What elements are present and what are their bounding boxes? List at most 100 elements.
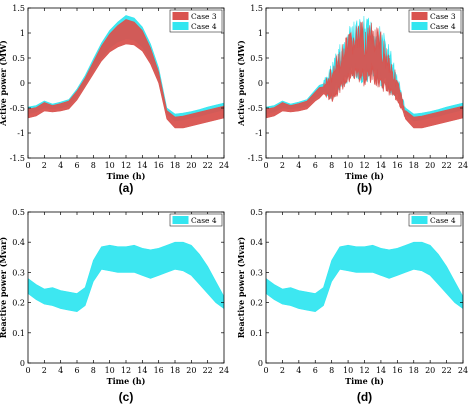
y-tick-label: -1.5: [248, 154, 263, 163]
y-tick-label: 0: [258, 79, 263, 88]
x-tick-label: 4: [58, 161, 63, 170]
x-tick-label: 20: [425, 161, 435, 170]
x-tick-label: 22: [203, 366, 213, 375]
legend-swatch: [411, 22, 428, 30]
y-tick-label: 0: [20, 79, 25, 88]
x-tick-label: 12: [121, 161, 131, 170]
y-tick-label: 0.5: [250, 54, 263, 63]
series-band-case-3: [266, 21, 463, 129]
legend-swatch: [411, 12, 428, 20]
chart-panel-2: 0 2 4 6 8 10 12 14 16 18 20 22 24-1.5-1-0.500.511.5T…: [236, 4, 468, 195]
x-tick-label: 2: [280, 366, 285, 375]
y-axis-label: Active power (MW): [236, 40, 246, 127]
x-tick-label: 4: [58, 366, 63, 375]
y-tick-label: 1: [20, 29, 25, 38]
legend-swatch: [172, 216, 189, 224]
y-axis-label: Active power (MW): [0, 40, 8, 127]
plot-background: [28, 212, 224, 363]
x-tick-label: 4: [296, 366, 301, 375]
legend: Case 4: [408, 213, 462, 227]
y-tick-label: -1.5: [10, 154, 25, 163]
x-tick-label: 14: [376, 161, 386, 170]
y-tick-label: -1: [17, 129, 25, 138]
y-tick-label: 0.5: [12, 54, 25, 63]
x-tick-label: 12: [121, 366, 131, 375]
plot-background: [266, 212, 463, 363]
legend-entry-label: Case 4: [191, 22, 217, 31]
y-axis-label: Reactive power (Mvar): [0, 237, 8, 339]
series-band-case-4: [28, 241, 224, 312]
x-tick-label: 10: [343, 366, 353, 375]
x-tick-label: 20: [425, 366, 435, 375]
panel-label: (a): [119, 181, 134, 195]
x-tick-label: 6: [313, 366, 318, 375]
x-tick-label: 2: [42, 366, 47, 375]
x-tick-label: 24: [458, 366, 468, 375]
x-tick-label: 24: [458, 161, 468, 170]
y-tick-label: 1: [258, 29, 263, 38]
x-tick-label: 4: [296, 161, 301, 170]
x-tick-label: 20: [186, 366, 196, 375]
y-tick-label: 0.4: [12, 238, 25, 247]
x-tick-label: 6: [313, 161, 318, 170]
legend-entry-label: Case 3: [191, 12, 217, 21]
legend: Case 4: [169, 213, 223, 227]
x-tick-label: 16: [154, 161, 164, 170]
x-axis-label: Time (h): [345, 376, 384, 386]
y-axis-label: Reactive power (Mvar): [236, 237, 246, 339]
y-tick-label: 0.2: [250, 299, 263, 308]
legend-entry-label: Case 3: [430, 12, 456, 21]
chart-panel-1: 0 2 4 6 8 10 12 14 16 18 20 22 24-1.5-1-0.500.511.5T…: [0, 4, 229, 195]
x-tick-label: 18: [409, 366, 419, 375]
x-axis-label: Time (h): [345, 171, 384, 181]
x-tick-label: 6: [74, 161, 79, 170]
legend-swatch: [172, 12, 189, 20]
x-axis-label: Time (h): [107, 171, 146, 181]
x-tick-label: 0: [263, 366, 268, 375]
y-tick-label: 0.5: [250, 208, 263, 217]
x-tick-label: 2: [42, 161, 47, 170]
x-tick-label: 18: [409, 161, 419, 170]
x-axis-label: Time (h): [107, 376, 146, 386]
x-tick-label: 12: [359, 366, 369, 375]
x-tick-label: 24: [219, 161, 229, 170]
y-tick-label: 0.5: [12, 208, 25, 217]
x-tick-label: 8: [91, 366, 96, 375]
x-tick-label: 2: [280, 161, 285, 170]
y-tick-label: -0.5: [248, 104, 263, 113]
x-tick-label: 16: [392, 366, 402, 375]
plot-area: [266, 15, 463, 129]
y-tick-label: 0.1: [12, 329, 25, 338]
y-tick-label: 0.3: [12, 268, 25, 277]
x-tick-label: 10: [105, 161, 115, 170]
x-tick-label: 18: [170, 366, 180, 375]
chart-panel-4: 0 2 4 6 8 10 12 14 16 18 20 22 2400.10.20.30.40.5Tim…: [236, 208, 468, 404]
x-tick-label: 18: [170, 161, 180, 170]
x-tick-label: 0: [25, 366, 30, 375]
y-tick-label: -1: [255, 129, 263, 138]
x-tick-label: 8: [91, 161, 96, 170]
x-tick-label: 22: [203, 161, 213, 170]
x-tick-label: 14: [376, 366, 386, 375]
chart-panel-3: 0 2 4 6 8 10 12 14 16 18 20 22 2400.10.20.30.40.5Tim…: [0, 208, 229, 404]
x-tick-label: 0: [25, 161, 30, 170]
legend-entry-label: Case 4: [430, 22, 456, 31]
x-tick-label: 8: [329, 161, 334, 170]
x-tick-label: 10: [105, 366, 115, 375]
y-tick-label: -0.5: [10, 104, 25, 113]
legend-swatch: [411, 216, 428, 224]
series-band-case-4: [266, 241, 463, 312]
plot-area: [266, 241, 463, 312]
x-tick-label: 12: [359, 161, 369, 170]
y-tick-label: 1.5: [250, 4, 263, 13]
y-tick-label: 0.2: [12, 299, 25, 308]
panel-label: (c): [119, 390, 134, 404]
panel-label: (b): [357, 181, 372, 195]
x-tick-label: 22: [441, 366, 451, 375]
legend-entry-label: Case 4: [430, 216, 456, 225]
x-tick-label: 8: [329, 366, 334, 375]
y-tick-label: 0.4: [250, 238, 263, 247]
y-tick-label: 0: [258, 359, 263, 368]
